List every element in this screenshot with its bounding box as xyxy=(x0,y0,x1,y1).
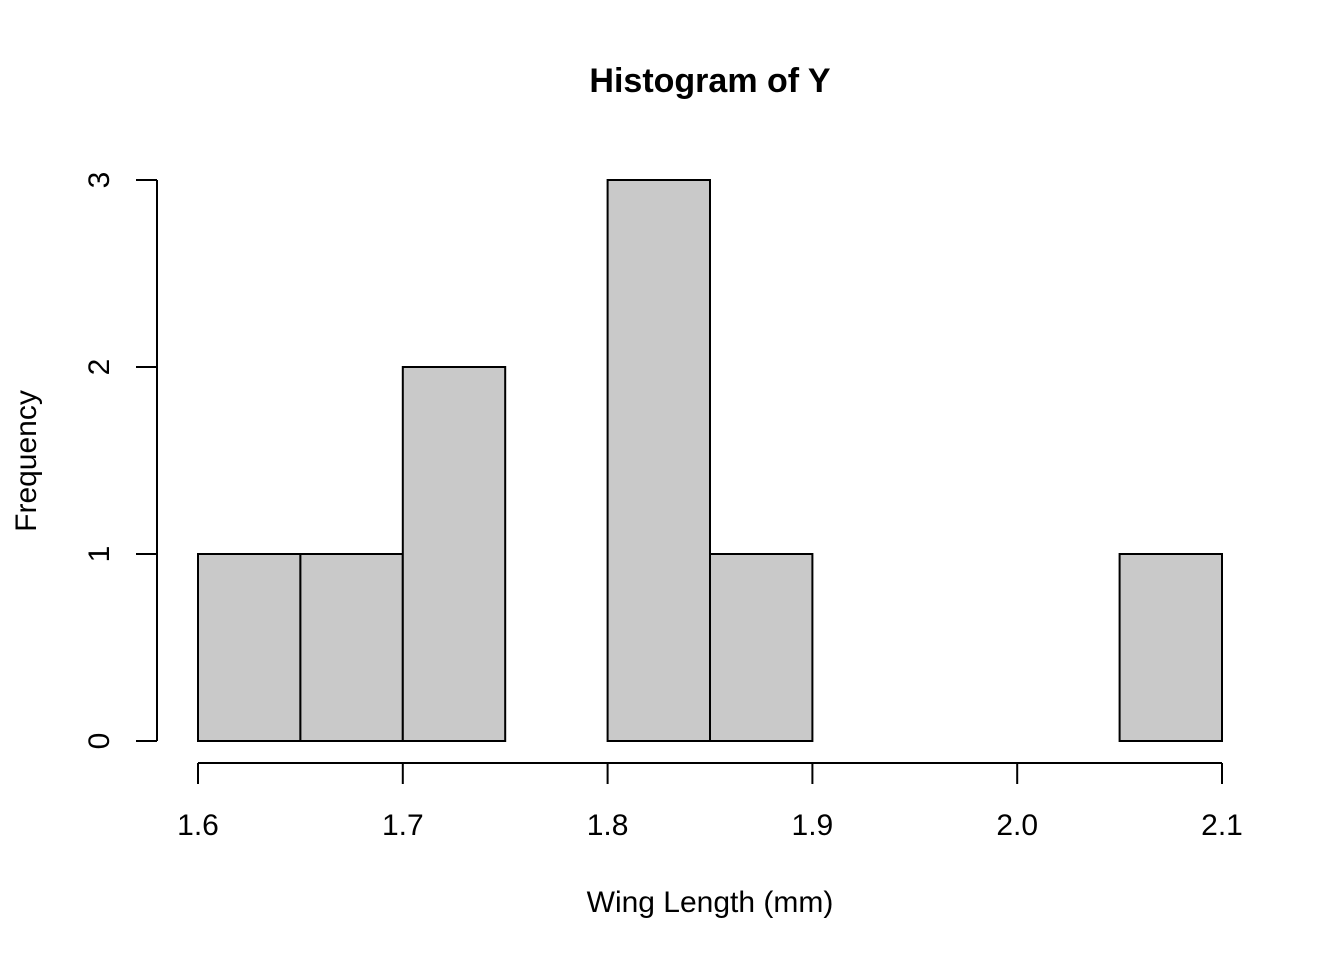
x-axis-label: Wing Length (mm) xyxy=(587,886,834,919)
x-axis: 1.6 1.7 1.8 1.9 2.0 2.1 xyxy=(177,762,1243,842)
x-tick-label: 2.0 xyxy=(996,809,1038,842)
y-tick-label: 2 xyxy=(83,359,116,376)
y-tick-label: 1 xyxy=(83,546,116,563)
x-tick-label: 1.6 xyxy=(177,809,219,842)
chart-title: Histogram of Y xyxy=(589,62,831,100)
histogram-bar xyxy=(709,553,814,742)
histogram-bar xyxy=(606,179,711,742)
x-tick-label: 1.9 xyxy=(792,809,834,842)
x-tick-label: 1.7 xyxy=(382,809,424,842)
y-axis: 0 1 2 3 xyxy=(83,172,158,750)
y-tick-label: 3 xyxy=(83,172,116,189)
histogram-bar xyxy=(197,553,302,742)
y-axis-label: Frequency xyxy=(10,390,43,532)
histogram-bar xyxy=(299,553,404,742)
x-tick-label: 2.1 xyxy=(1201,809,1243,842)
histogram-bar xyxy=(401,366,507,742)
histogram-bar xyxy=(1118,553,1223,742)
y-tick-label: 0 xyxy=(83,733,116,750)
x-tick-label: 1.8 xyxy=(587,809,629,842)
histogram-bars xyxy=(197,179,1223,742)
